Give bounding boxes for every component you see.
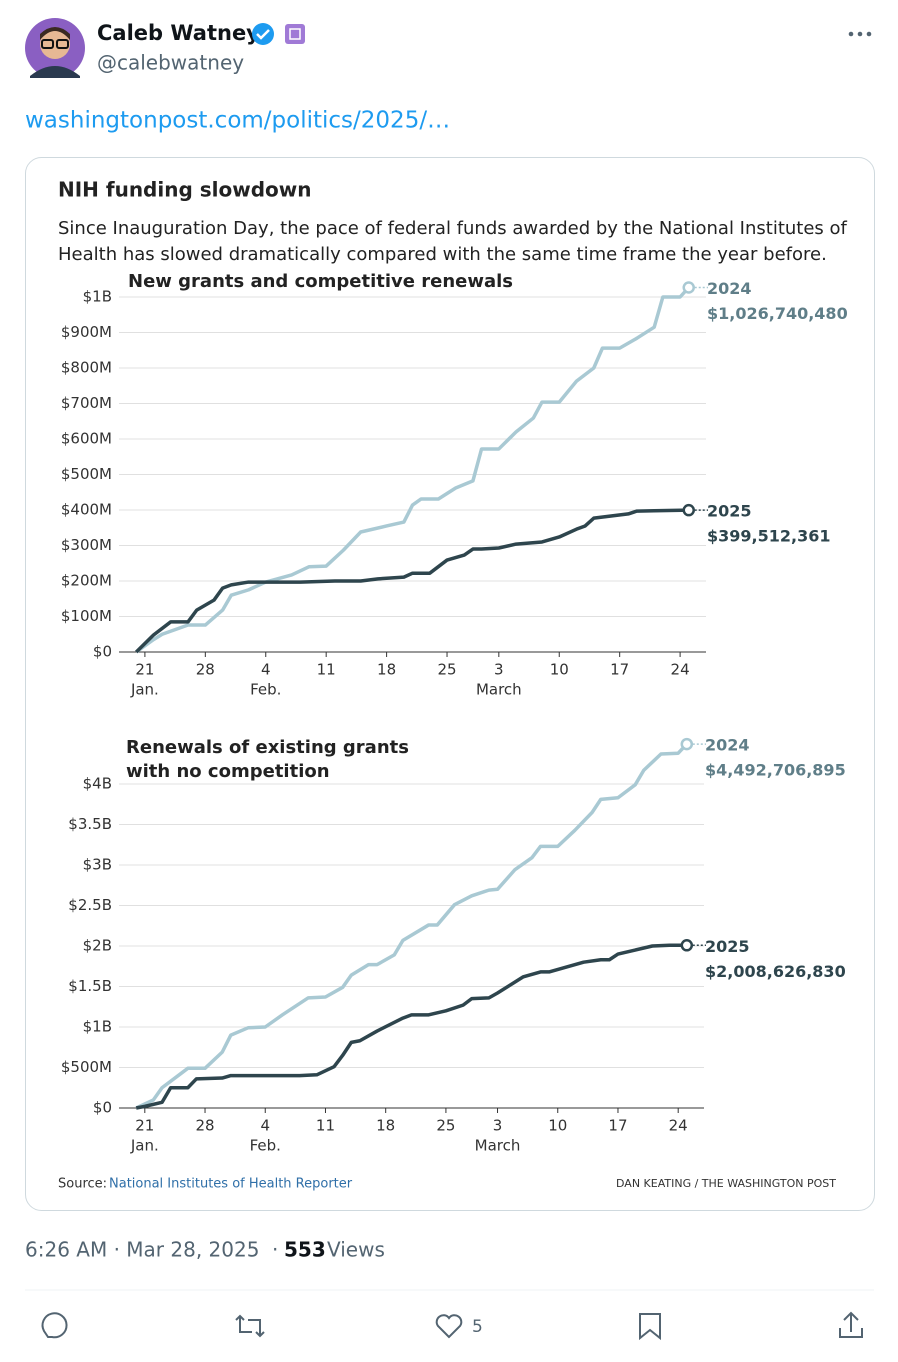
x-tick-label: 17 — [610, 661, 629, 679]
chart-title: Renewals of existing grants — [126, 737, 409, 758]
y-tick-label: $2.5B — [68, 896, 112, 914]
y-tick-label: $800M — [61, 359, 112, 377]
y-tick-label: $300M — [61, 536, 112, 554]
separator: · — [272, 1238, 278, 1262]
y-tick-label: $1B — [83, 288, 112, 306]
avatar[interactable] — [25, 18, 85, 78]
x-month-label: Feb. — [250, 681, 281, 699]
graphic-description: Since Inauguration Day, the pace of fede… — [58, 218, 848, 239]
x-tick-label: 10 — [550, 661, 569, 679]
more-menu[interactable] — [848, 31, 872, 37]
timestamp[interactable]: 6:26 AM · Mar 28, 2025 — [25, 1238, 259, 1262]
end-marker — [682, 281, 695, 294]
end-value-label: $399,512,361 — [707, 527, 830, 546]
x-month-label: March — [475, 1137, 521, 1155]
author-handle[interactable]: @calebwatney — [97, 51, 244, 75]
like-button[interactable] — [435, 1314, 463, 1339]
x-tick-label: 25 — [436, 1117, 455, 1135]
series-name: 2024 — [707, 279, 752, 298]
end-marker — [680, 737, 694, 751]
like-count: 5 — [472, 1317, 483, 1337]
y-tick-label: $700M — [61, 394, 112, 412]
y-tick-label: $100M — [61, 607, 112, 625]
series-line — [135, 286, 691, 654]
series-name: 2025 — [705, 937, 750, 956]
y-tick-label: $0 — [93, 1099, 112, 1117]
series-line — [135, 508, 689, 654]
chart: Renewals of existing grants with no compe… — [61, 736, 846, 1155]
y-tick-label: $600M — [61, 430, 112, 448]
x-tick-label: 24 — [671, 661, 690, 679]
source: National Institutes of Health Reporter — [109, 1177, 353, 1192]
chart: New grants and competitive renewals $0 $10… — [61, 271, 848, 699]
y-tick-label: $1B — [83, 1018, 112, 1036]
x-month-label: March — [476, 681, 522, 699]
repost-button[interactable] — [235, 1314, 265, 1338]
y-tick-label: $200M — [61, 572, 112, 590]
x-tick-label: 28 — [195, 1117, 214, 1135]
y-tick-label: $900M — [61, 323, 112, 341]
x-tick-label: 17 — [608, 1117, 627, 1135]
series-line — [135, 742, 689, 1110]
x-tick-label: 28 — [196, 661, 215, 679]
end-value-label: $4,492,706,895 — [705, 761, 846, 780]
author-name[interactable]: Caleb Watney — [97, 21, 260, 45]
y-tick-label: $4B — [83, 775, 112, 793]
share-button[interactable] — [839, 1311, 863, 1338]
x-month-label: Jan. — [130, 1137, 159, 1155]
source-label: Source: — [58, 1177, 107, 1192]
y-tick-label: $3B — [83, 856, 112, 874]
series-line — [135, 943, 687, 1110]
y-tick-label: $400M — [61, 501, 112, 519]
credit: DAN KEATING / THE WASHINGTON POST — [616, 1177, 836, 1190]
verified-badge — [252, 23, 274, 45]
graphic-description: Health has slowed dramatically compared … — [58, 244, 827, 265]
x-tick-label: 24 — [669, 1117, 688, 1135]
x-month-label: Feb. — [250, 1137, 281, 1155]
x-tick-label: 4 — [260, 1117, 270, 1135]
end-value-label: $1,026,740,480 — [707, 304, 848, 323]
chart-title: with no competition — [126, 761, 330, 782]
series-name: 2025 — [707, 502, 752, 521]
x-tick-label: 21 — [135, 661, 154, 679]
y-tick-label: $500M — [61, 465, 112, 483]
x-tick-label: 18 — [377, 661, 396, 679]
reply-button[interactable] — [41, 1312, 68, 1339]
end-value-label: $2,008,626,830 — [705, 962, 846, 981]
graphic-title: NIH funding slowdown — [58, 178, 312, 202]
x-tick-label: 11 — [316, 1117, 335, 1135]
y-tick-label: $1.5B — [68, 977, 112, 995]
x-tick-label: 25 — [437, 661, 456, 679]
view-count: 553 — [284, 1238, 326, 1262]
x-tick-label: 3 — [493, 1117, 503, 1135]
x-tick-label: 4 — [261, 661, 271, 679]
link[interactable]: washingtonpost.com/politics/2025/… — [25, 108, 450, 134]
affiliation-badge — [285, 24, 305, 44]
y-tick-label: $500M — [61, 1058, 112, 1076]
x-month-label: Jan. — [130, 681, 159, 699]
bookmark-button[interactable] — [639, 1313, 661, 1341]
chart-title: New grants and competitive renewals — [128, 271, 513, 292]
series-name: 2024 — [705, 736, 750, 755]
y-tick-label: $0 — [93, 643, 112, 661]
x-tick-label: 11 — [317, 661, 336, 679]
end-marker — [682, 503, 695, 517]
x-tick-label: 10 — [548, 1117, 567, 1135]
x-tick-label: 21 — [135, 1117, 154, 1135]
y-tick-label: $3.5B — [68, 815, 112, 833]
view-label: Views — [327, 1238, 385, 1262]
y-tick-label: $2B — [83, 937, 112, 955]
x-tick-label: 18 — [376, 1117, 395, 1135]
end-marker — [680, 939, 694, 952]
x-tick-label: 3 — [494, 661, 504, 679]
